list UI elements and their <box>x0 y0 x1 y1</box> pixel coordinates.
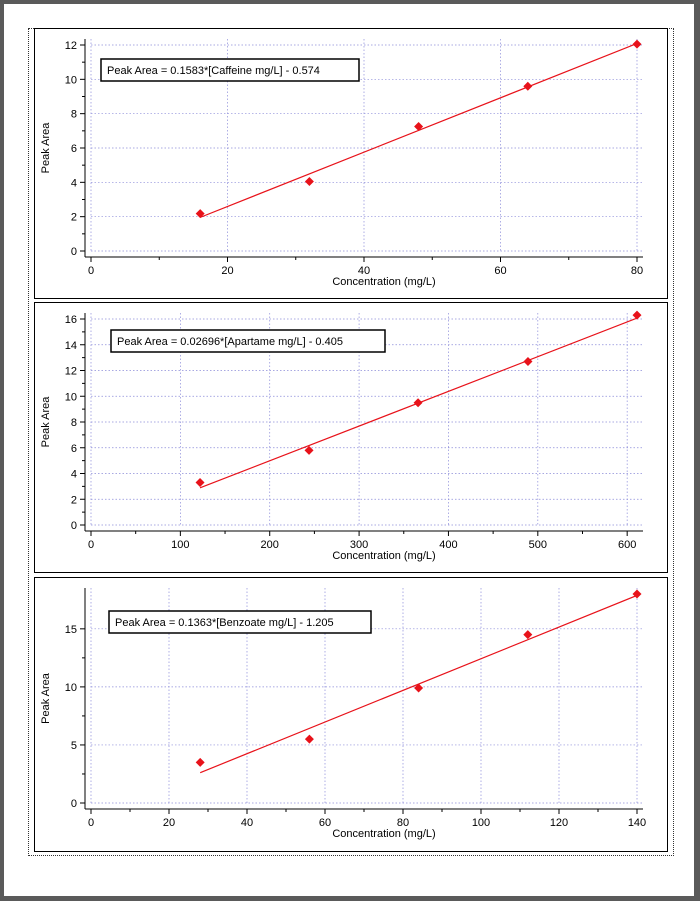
caffeine-point-0 <box>195 209 205 219</box>
caffeine-point-1 <box>304 176 314 186</box>
aspartame-ytick-label-1: 2 <box>71 494 77 506</box>
benzoate-point-4 <box>632 589 642 599</box>
caffeine-xtick-label-3: 60 <box>494 265 506 277</box>
benzoate-annotation: Peak Area = 0.1363*[Benzoate mg/L] - 1.2… <box>115 617 334 629</box>
chart-benzoate: 0 20 40 60 80 100 120 140 0 5 10 15 Concentration (m… <box>40 588 646 840</box>
caffeine-point-3 <box>523 81 533 91</box>
aspartame-xtick-label-4: 400 <box>439 539 457 551</box>
caffeine-xtick-label-2: 40 <box>358 265 370 277</box>
benzoate-xlabel: Concentration (mg/L) <box>332 828 435 840</box>
benzoate-ytick-label-3: 15 <box>65 624 77 636</box>
benzoate-point-2 <box>414 683 424 693</box>
aspartame-point-1 <box>304 445 314 455</box>
caffeine-ytick-label-5: 10 <box>65 74 77 86</box>
aspartame-xtick-label-1: 100 <box>171 539 189 551</box>
aspartame-ytick-label-5: 10 <box>65 391 77 403</box>
caffeine-ytick-label-6: 12 <box>65 40 77 52</box>
benzoate-ytick-label-0: 0 <box>71 798 77 810</box>
aspartame-ytick-label-6: 12 <box>65 366 77 378</box>
aspartame-annotation: Peak Area = 0.02696*[Apartame mg/L] - 0.… <box>117 336 343 348</box>
caffeine-xtick-label-4: 80 <box>631 265 643 277</box>
caffeine-annotation: Peak Area = 0.1583*[Caffeine mg/L] - 0.5… <box>107 65 320 77</box>
caffeine-xtick-label-0: 0 <box>88 265 94 277</box>
benzoate-xtick-label-7: 140 <box>628 817 646 829</box>
aspartame-point-0 <box>195 478 205 488</box>
aspartame-point-4 <box>632 310 642 320</box>
benzoate-xtick-label-0: 0 <box>88 817 94 829</box>
benzoate-annotation-box <box>108 610 372 634</box>
aspartame-xlabel: Concentration (mg/L) <box>332 550 435 562</box>
aspartame-point-2 <box>413 398 423 408</box>
benzoate-ytick-label-2: 10 <box>65 682 77 694</box>
benzoate-xtick-label-2: 40 <box>241 817 253 829</box>
aspartame-xtick-label-6: 600 <box>618 539 636 551</box>
caffeine-ytick-label-4: 8 <box>71 109 77 121</box>
aspartame-ytick-label-4: 8 <box>71 417 77 429</box>
caffeine-point-4 <box>632 39 642 49</box>
benzoate-xtick-label-6: 120 <box>550 817 568 829</box>
caffeine-ytick-label-0: 0 <box>71 246 77 258</box>
aspartame-ytick-label-7: 14 <box>65 340 77 352</box>
caffeine-xtick-label-1: 20 <box>221 265 233 277</box>
aspartame-point-3 <box>523 356 533 366</box>
caffeine-point-2 <box>414 122 424 132</box>
benzoate-xtick-label-5: 100 <box>472 817 490 829</box>
benzoate-point-1 <box>304 734 314 744</box>
aspartame-xtick-label-2: 200 <box>261 539 279 551</box>
caffeine-annotation-box <box>100 58 360 82</box>
caffeine-ytick-label-3: 6 <box>71 143 77 155</box>
caffeine-ytick-label-2: 4 <box>71 177 77 189</box>
aspartame-ytick-label-3: 6 <box>71 443 77 455</box>
chart-aspartame-frame: 0 100 200 300 400 500 600 0 2 4 6 8 10 12 14 16 Concentr… <box>34 302 668 573</box>
benzoate-ylabel: Peak Area <box>40 672 52 724</box>
aspartame-annotation-box <box>110 329 386 353</box>
benzoate-point-0 <box>195 757 205 767</box>
benzoate-xtick-label-4: 80 <box>397 817 409 829</box>
aspartame-xtick-label-5: 500 <box>529 539 547 551</box>
aspartame-ylabel: Peak Area <box>40 396 52 448</box>
aspartame-ytick-label-2: 4 <box>71 469 77 481</box>
caffeine-xlabel: Concentration (mg/L) <box>332 276 435 288</box>
chart-aspartame: 0 100 200 300 400 500 600 0 2 4 6 8 10 12 14 16 Concentr… <box>40 310 643 562</box>
benzoate-xtick-label-3: 60 <box>319 817 331 829</box>
caffeine-ylabel: Peak Area <box>40 122 52 174</box>
aspartame-ytick-label-8: 16 <box>65 314 77 326</box>
benzoate-point-3 <box>523 630 533 640</box>
benzoate-ytick-label-1: 5 <box>71 740 77 752</box>
aspartame-xtick-label-0: 0 <box>88 539 94 551</box>
caffeine-ytick-label-1: 2 <box>71 212 77 224</box>
aspartame-ytick-label-0: 0 <box>71 520 77 532</box>
page: 0 20 40 60 80 0 2 4 6 8 10 12 Concentration (mg/L) Pe… <box>4 4 694 896</box>
benzoate-xtick-label-1: 20 <box>163 817 175 829</box>
aspartame-xtick-label-3: 300 <box>350 539 368 551</box>
chart-benzoate-frame: 0 20 40 60 80 100 120 140 0 5 10 15 Concentration (m… <box>34 577 668 852</box>
chart-caffeine-frame: 0 20 40 60 80 0 2 4 6 8 10 12 Concentration (mg/L) Pe… <box>34 28 668 299</box>
chart-caffeine: 0 20 40 60 80 0 2 4 6 8 10 12 Concentration (mg/L) Pe… <box>40 39 643 288</box>
